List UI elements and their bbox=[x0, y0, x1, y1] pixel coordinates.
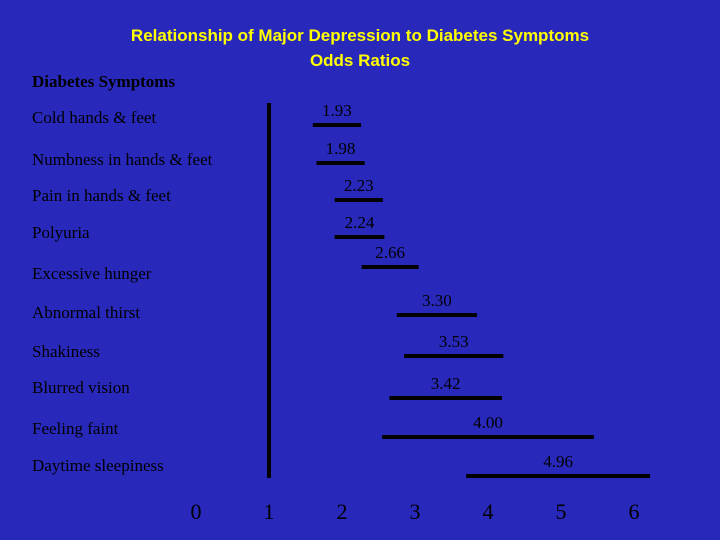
category-label: Feeling faint bbox=[32, 419, 119, 438]
odds-ratio-label: 2.23 bbox=[343, 176, 374, 195]
odds-ratio-label: 1.93 bbox=[322, 101, 352, 120]
category-label: Numbness in hands & feet bbox=[32, 150, 213, 169]
chart-title: Relationship of Major Depression to Diab… bbox=[130, 26, 590, 45]
x-tick-label: 5 bbox=[555, 499, 567, 524]
odds-ratio-label: 4.96 bbox=[543, 452, 573, 471]
odds-ratio-label: 1.98 bbox=[325, 139, 356, 158]
odds-ratio-label: 3.42 bbox=[430, 374, 461, 393]
x-tick-label: 4 bbox=[482, 499, 494, 524]
odds-ratio-label: 4.00 bbox=[473, 413, 503, 432]
category-label: Polyuria bbox=[32, 223, 90, 242]
category-label: Pain in hands & feet bbox=[32, 186, 171, 205]
category-label: Cold hands & feet bbox=[32, 108, 157, 127]
y-axis-title: Diabetes Symptoms bbox=[32, 72, 176, 91]
chart-subtitle: Odds Ratios bbox=[309, 51, 411, 70]
category-label: Excessive hunger bbox=[32, 264, 152, 283]
x-tick-label: 3 bbox=[409, 499, 421, 524]
odds-ratio-label: 2.66 bbox=[375, 243, 406, 262]
odds-ratio-label: 2.24 bbox=[344, 213, 375, 232]
category-label: Blurred vision bbox=[32, 378, 130, 397]
x-tick-label: 0 bbox=[190, 499, 202, 524]
x-tick-label: 2 bbox=[336, 499, 348, 524]
category-label: Daytime sleepiness bbox=[32, 456, 164, 475]
odds-ratio-label: 3.53 bbox=[438, 332, 469, 351]
x-tick-label: 1 bbox=[263, 499, 275, 524]
x-tick-label: 6 bbox=[628, 499, 640, 524]
category-label: Abnormal thirst bbox=[32, 303, 141, 322]
category-label: Shakiness bbox=[32, 342, 100, 361]
odds-ratio-label: 3.30 bbox=[422, 291, 452, 310]
